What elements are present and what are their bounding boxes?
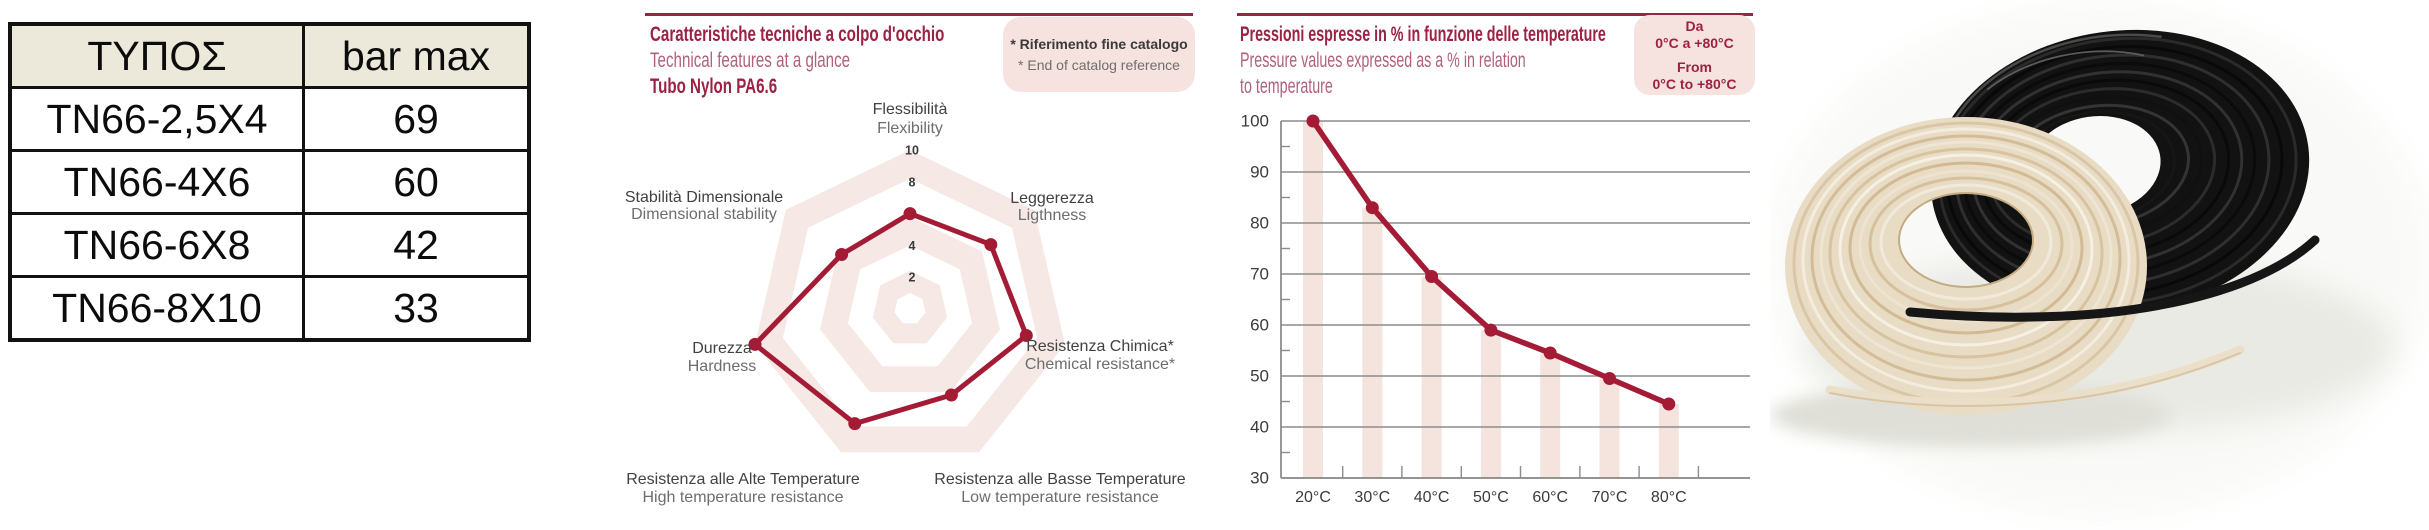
y-tick-label: 40: [1250, 418, 1269, 437]
pressure-data-point: [1306, 114, 1320, 128]
radar-tick-label: 10: [905, 144, 919, 158]
radar-axis-label-en: Ligthness: [1018, 207, 1087, 224]
radar-axis-label-en: Flexibility: [877, 120, 943, 137]
pressure-data-point: [1543, 346, 1557, 360]
radar-axis-label-en: Hardness: [688, 358, 756, 375]
radar-axis-label-it: Resistenza Chimica*: [1026, 338, 1174, 355]
spec-table: ΤΥΠΟΣ bar max TN66-2,5X4 69 TN66-4X6 60 TN66…: [8, 22, 531, 342]
value-bar: [1480, 330, 1501, 478]
x-tick-label: 20°C: [1295, 489, 1331, 506]
table-row: TN66-4X6 60: [8, 149, 531, 215]
cream-tube-end: [1825, 345, 2245, 408]
catalog-note-box: * Riferimento fine catalogo * End of cat…: [1003, 17, 1195, 92]
black-tube-end: [1905, 235, 2320, 322]
table-cell-barmax: 33: [302, 275, 531, 342]
catalog-note-en: * End of catalog reference: [1018, 56, 1180, 73]
radar-data-point: [984, 238, 998, 252]
y-tick-label: 30: [1250, 469, 1269, 488]
radar-data-point: [1019, 329, 1033, 342]
value-bar: [1303, 121, 1323, 478]
table-cell-barmax: 69: [302, 86, 531, 152]
radar-axis-label-en: Low temperature resistance: [961, 489, 1159, 506]
radar-data-point: [748, 337, 762, 351]
y-tick-label: 80: [1250, 214, 1269, 233]
pressure-title-it: Pressioni espresse in % in funzione dell…: [1240, 23, 1606, 46]
radar-title-it: Caratteristiche tecniche a colpo d'occhi…: [650, 23, 945, 46]
cream-tubing-coil: [1785, 117, 2147, 415]
radar-tick-label: 2: [909, 271, 916, 285]
pressure-panel-rule: [1237, 13, 1753, 16]
radar-axis-label-it: Resistenza alle Alte Temperature: [626, 471, 860, 488]
radar-title-en: Technical features at a glance: [650, 49, 851, 72]
pressure-panel-title: Pressioni espresse in % in funzione dell…: [1240, 22, 1606, 100]
value-bar: [1658, 404, 1679, 478]
table-cell-type: TN66-8X10: [8, 275, 305, 342]
value-bar: [1362, 207, 1383, 478]
x-tick-label: 70°C: [1592, 489, 1628, 506]
y-tick-label: 100: [1241, 112, 1269, 131]
cream-tube-end-shade: [1829, 352, 2241, 407]
radar-ring-band: [820, 216, 1000, 393]
pressure-data-point: [1662, 397, 1676, 411]
table-header-row: ΤΥΠΟΣ bar max: [8, 22, 531, 89]
range-en-2: 0°C to +80°C: [1652, 75, 1737, 92]
radar-data-point: [944, 388, 958, 402]
value-bar: [1540, 353, 1561, 478]
x-tick-label: 80°C: [1651, 489, 1687, 506]
radar-data-point: [903, 207, 917, 221]
x-tick-label: 50°C: [1473, 489, 1509, 506]
range-it-1: Da: [1685, 17, 1704, 34]
radar-panel-title: Caratteristiche tecniche a colpo d'occhi…: [650, 22, 944, 100]
table-cell-type: TN66-6X8: [8, 212, 305, 278]
table-cell-barmax: 42: [302, 212, 531, 278]
value-bar: [1421, 276, 1442, 478]
x-tick-label: 40°C: [1414, 489, 1450, 506]
radar-axis-label-it: Leggerezza: [1010, 190, 1094, 207]
table-row: TN66-2,5X4 69: [8, 86, 531, 152]
radar-axis-label-it: Durezza: [692, 340, 752, 357]
pressure-data-point: [1365, 201, 1379, 215]
radar-data-polygon: [752, 211, 1029, 427]
radar-axis-label-it: Flessibilità: [873, 101, 948, 118]
table-header-type: ΤΥΠΟΣ: [8, 22, 305, 89]
value-bar: [1599, 378, 1620, 478]
radar-data-point: [848, 417, 862, 431]
range-en-1: From: [1677, 58, 1712, 75]
radar-axis-label-en: Dimensional stability: [631, 206, 777, 223]
table-cell-type: TN66-2,5X4: [8, 86, 305, 152]
table-header-barmax: bar max: [302, 22, 531, 89]
pressure-data-point: [1484, 323, 1498, 337]
y-tick-label: 90: [1250, 163, 1269, 182]
radar-tick-label: 4: [909, 239, 916, 253]
pressure-data-point: [1603, 372, 1616, 385]
product-photo: [1770, 5, 2429, 515]
radar-tick-label: 8: [909, 175, 916, 189]
catalog-note-it: * Riferimento fine catalogo: [1010, 35, 1188, 52]
table-cell-barmax: 60: [302, 149, 531, 215]
table-row: TN66-8X10 33: [8, 275, 531, 342]
radar-axis-label-it: Resistenza alle Basse Temperature: [934, 471, 1185, 488]
radar-data-point: [835, 248, 849, 261]
table-row: TN66-6X8 42: [8, 212, 531, 278]
radar-axis-label-en: High temperature resistance: [643, 489, 844, 506]
x-tick-label: 60°C: [1532, 489, 1568, 506]
radar-subtitle: Tubo Nylon PA6.6: [650, 75, 778, 98]
radar-chart: 246810FlessibilitàFlexibilityLeggerezzaL…: [625, 101, 1186, 506]
y-tick-label: 50: [1250, 367, 1269, 386]
range-it-2: 0°C a +80°C: [1655, 34, 1734, 51]
table-cell-type: TN66-4X6: [8, 149, 305, 215]
radar-axis-label-it: Stabilità Dimensionale: [625, 189, 783, 206]
pressure-title-en1: Pressure values expressed as a % in rela…: [1240, 49, 1526, 72]
pressure-title-en2: to temperature: [1240, 75, 1333, 98]
temperature-range-box: Da 0°C a +80°C From 0°C to +80°C: [1634, 15, 1755, 95]
radar-panel-rule: [645, 13, 1193, 16]
y-tick-label: 70: [1250, 265, 1269, 284]
x-tick-label: 30°C: [1354, 489, 1390, 506]
radar-axis-label-en: Chemical resistance*: [1025, 356, 1175, 373]
pressure-data-point: [1425, 270, 1439, 283]
pressure-temperature-chart: 30 40 50 60 70 80 90 100 20°C 30°C 40°C 50°C 60°C 70°…: [1241, 112, 1750, 506]
radar-ring-band: [872, 270, 948, 344]
y-tick-label: 60: [1250, 316, 1269, 335]
